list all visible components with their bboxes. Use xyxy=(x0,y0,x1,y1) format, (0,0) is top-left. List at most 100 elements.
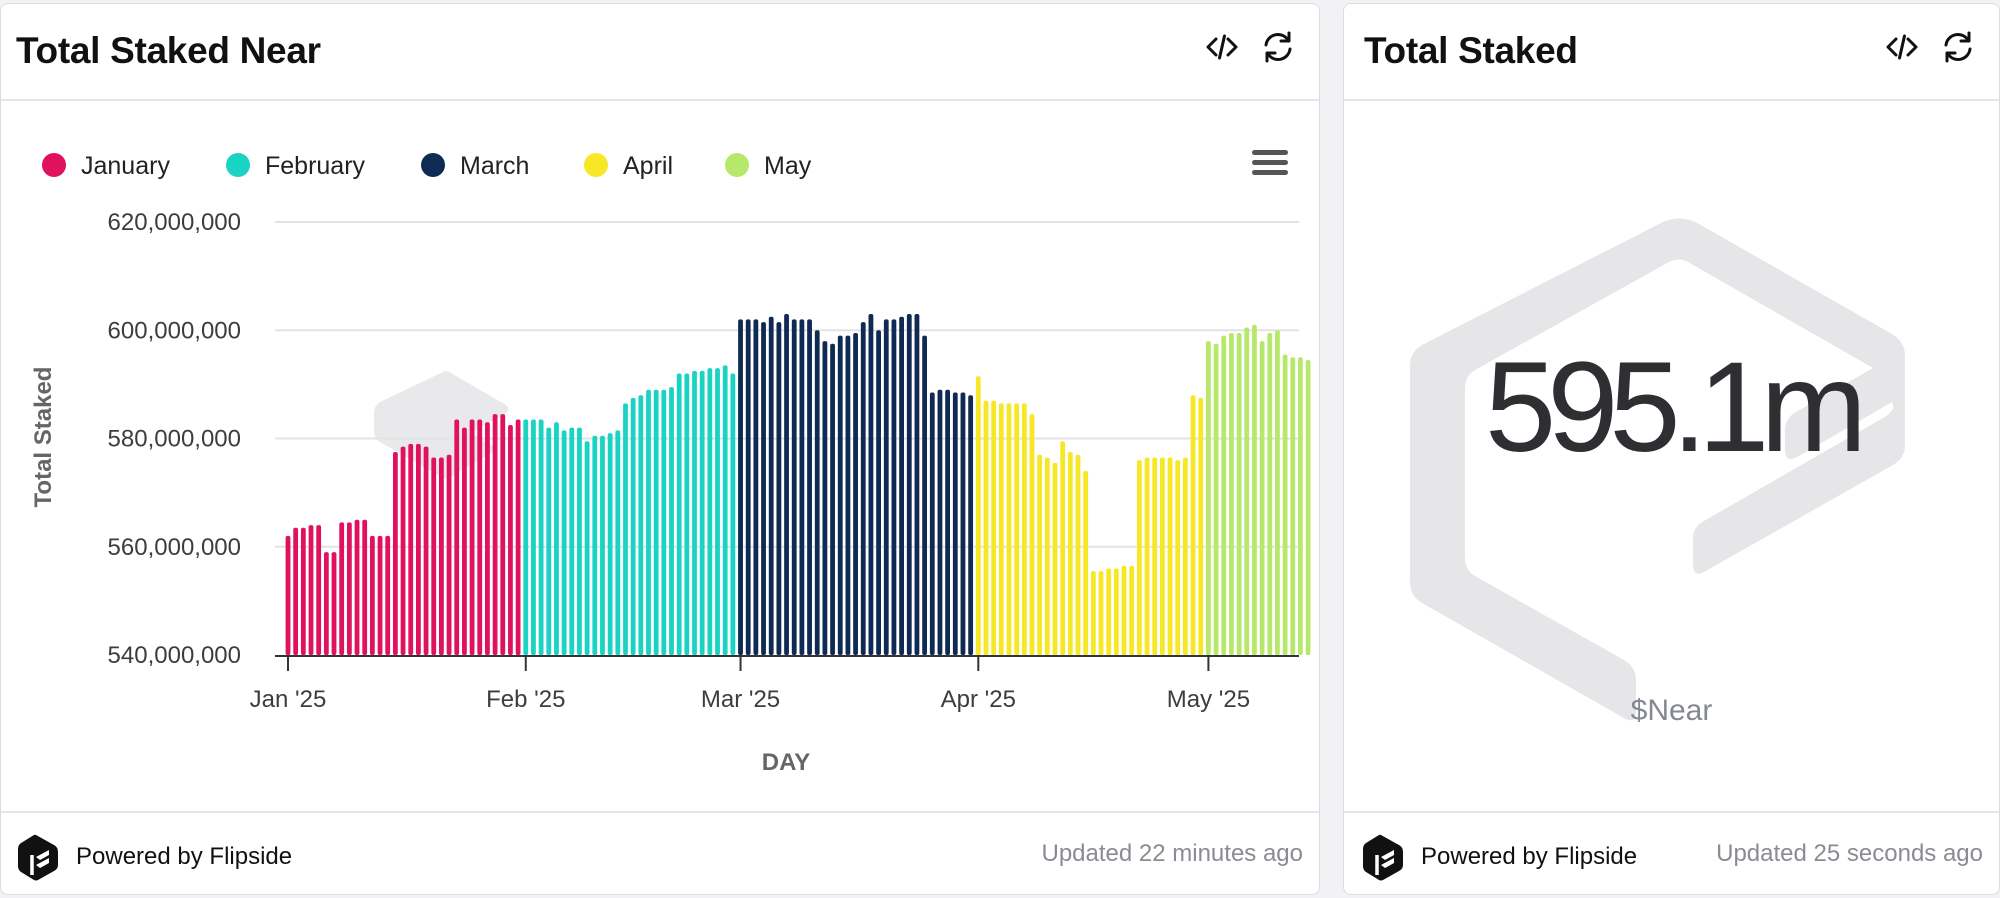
bar-february[interactable] xyxy=(538,419,544,655)
bar-february[interactable] xyxy=(638,395,644,655)
bar-march[interactable] xyxy=(937,389,943,655)
bar-may[interactable] xyxy=(1236,332,1242,655)
bar-march[interactable] xyxy=(876,330,881,655)
bar-may[interactable] xyxy=(1252,324,1257,655)
bar-february[interactable] xyxy=(561,430,567,655)
bar-january[interactable] xyxy=(515,419,521,655)
bar-march[interactable] xyxy=(814,330,820,655)
bar-march[interactable] xyxy=(968,395,974,655)
legend-item-april[interactable]: April xyxy=(584,152,673,180)
bar-january[interactable] xyxy=(508,424,513,655)
legend-item-january[interactable]: January xyxy=(42,152,170,180)
bar-april[interactable] xyxy=(975,376,981,655)
bar-february[interactable] xyxy=(546,427,552,655)
bar-march[interactable] xyxy=(822,341,828,655)
bar-march[interactable] xyxy=(791,319,797,655)
bar-february[interactable] xyxy=(692,370,697,655)
bar-march[interactable] xyxy=(776,322,782,655)
legend-item-february[interactable]: February xyxy=(226,152,366,180)
bar-may[interactable] xyxy=(1213,343,1219,655)
bar-january[interactable] xyxy=(492,414,498,655)
bar-february[interactable] xyxy=(722,365,728,655)
bar-march[interactable] xyxy=(784,314,789,655)
bar-may[interactable] xyxy=(1267,332,1273,655)
bar-february[interactable] xyxy=(715,368,720,655)
bar-april[interactable] xyxy=(1075,454,1081,655)
bar-april[interactable] xyxy=(1167,457,1173,655)
bar-january[interactable] xyxy=(293,527,299,655)
bar-april[interactable] xyxy=(1121,565,1127,655)
bar-may[interactable] xyxy=(1221,335,1227,655)
bar-january[interactable] xyxy=(439,457,444,655)
bar-march[interactable] xyxy=(906,314,912,655)
bar-january[interactable] xyxy=(316,525,322,655)
bar-april[interactable] xyxy=(1152,457,1158,655)
bar-march[interactable] xyxy=(830,343,835,655)
bar-january[interactable] xyxy=(454,419,460,655)
bar-january[interactable] xyxy=(362,519,368,655)
bar-february[interactable] xyxy=(615,430,621,655)
bar-april[interactable] xyxy=(983,400,989,655)
bar-january[interactable] xyxy=(462,427,467,655)
bar-february[interactable] xyxy=(653,389,659,655)
bar-february[interactable] xyxy=(707,368,713,655)
chart-menu-icon[interactable] xyxy=(1252,150,1288,175)
code-icon[interactable] xyxy=(1205,30,1239,64)
bar-january[interactable] xyxy=(339,522,345,655)
bar-april[interactable] xyxy=(1136,460,1142,655)
bar-february[interactable] xyxy=(554,422,559,655)
bar-march[interactable] xyxy=(883,319,889,655)
bar-may[interactable] xyxy=(1244,327,1250,655)
bar-march[interactable] xyxy=(922,335,928,655)
bar-february[interactable] xyxy=(661,389,667,655)
bar-march[interactable] xyxy=(860,322,866,655)
bar-february[interactable] xyxy=(523,419,529,655)
bar-april[interactable] xyxy=(1090,571,1096,655)
bar-april[interactable] xyxy=(1052,462,1058,655)
legend-item-may[interactable]: May xyxy=(725,152,812,180)
bar-february[interactable] xyxy=(531,419,536,655)
bar-january[interactable] xyxy=(323,552,329,655)
bar-february[interactable] xyxy=(623,403,628,655)
bar-april[interactable] xyxy=(1175,460,1181,655)
bar-april[interactable] xyxy=(991,400,997,655)
bar-may[interactable] xyxy=(1298,357,1303,655)
bar-april[interactable] xyxy=(1037,454,1043,655)
bar-january[interactable] xyxy=(477,419,483,655)
bar-april[interactable] xyxy=(1006,403,1012,655)
bar-february[interactable] xyxy=(577,427,582,655)
bar-march[interactable] xyxy=(768,316,774,655)
bar-march[interactable] xyxy=(807,319,812,655)
bar-march[interactable] xyxy=(891,319,897,655)
bar-april[interactable] xyxy=(1060,441,1066,655)
bar-march[interactable] xyxy=(853,332,858,655)
bar-march[interactable] xyxy=(761,322,766,655)
bar-february[interactable] xyxy=(630,397,636,655)
bar-may[interactable] xyxy=(1290,357,1296,655)
bar-march[interactable] xyxy=(899,316,904,655)
bar-april[interactable] xyxy=(1159,457,1165,655)
bar-february[interactable] xyxy=(676,373,682,655)
bar-january[interactable] xyxy=(500,414,506,655)
bar-march[interactable] xyxy=(845,335,851,655)
bar-march[interactable] xyxy=(960,392,966,655)
bar-april[interactable] xyxy=(1198,397,1204,655)
bar-may[interactable] xyxy=(1229,332,1234,655)
bar-march[interactable] xyxy=(868,314,874,655)
bar-february[interactable] xyxy=(569,427,575,655)
bar-january[interactable] xyxy=(377,535,383,655)
bar-april[interactable] xyxy=(1067,452,1073,655)
bar-march[interactable] xyxy=(929,392,935,655)
bar-january[interactable] xyxy=(415,443,421,655)
bar-january[interactable] xyxy=(385,535,391,655)
bar-march[interactable] xyxy=(799,319,805,655)
bar-january[interactable] xyxy=(446,454,452,655)
bar-january[interactable] xyxy=(369,535,375,655)
bar-april[interactable] xyxy=(1106,568,1112,655)
bar-january[interactable] xyxy=(300,527,306,655)
bar-april[interactable] xyxy=(1021,403,1027,655)
bar-march[interactable] xyxy=(753,319,759,655)
bar-may[interactable] xyxy=(1282,354,1288,655)
code-icon[interactable] xyxy=(1885,30,1919,64)
bar-january[interactable] xyxy=(308,525,314,655)
